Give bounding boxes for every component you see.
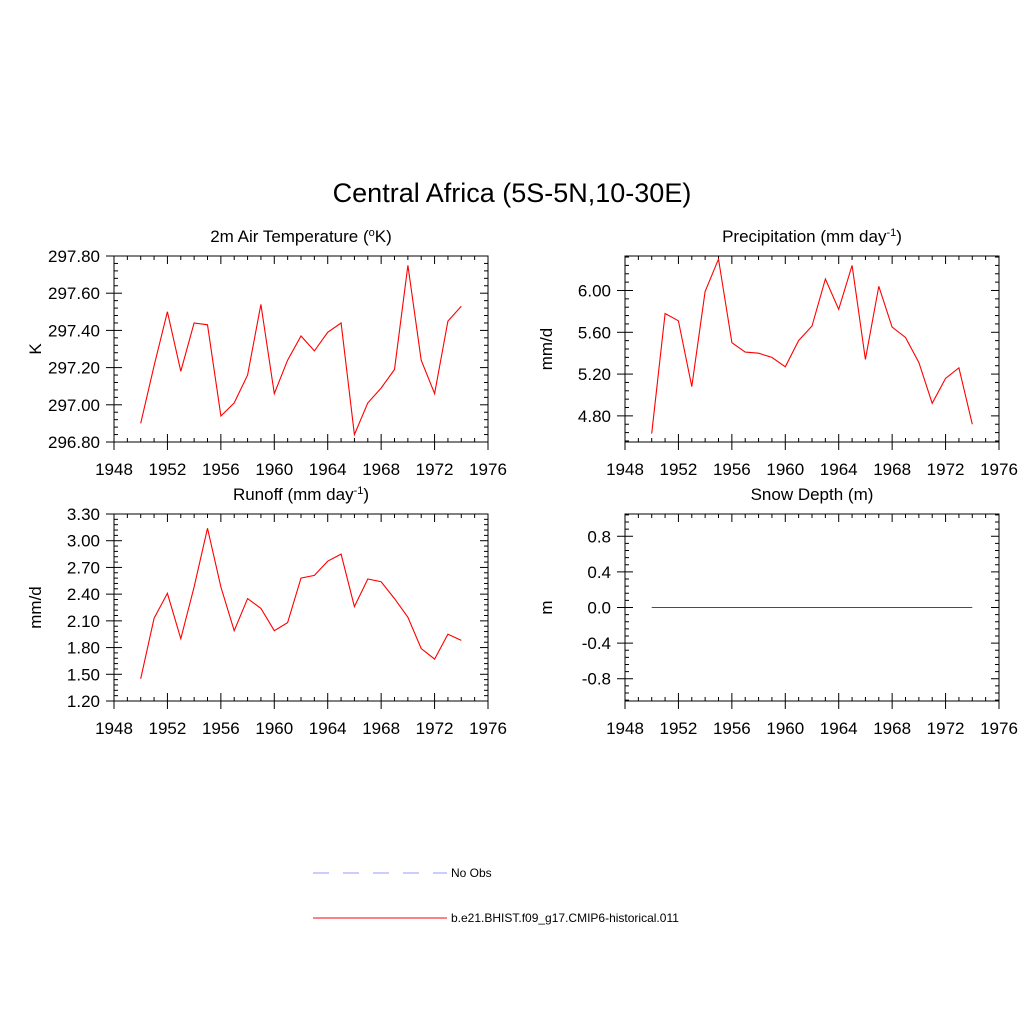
legend: No Obs b.e21.BHIST.f09_g17.CMIP6-historic… bbox=[313, 866, 679, 925]
y-tick-label: 2.40 bbox=[67, 585, 100, 604]
x-tick-label: 1948 bbox=[606, 719, 644, 738]
y-tick-label: 6.00 bbox=[578, 281, 611, 300]
y-tick-label: 297.60 bbox=[48, 284, 100, 303]
x-tick-label: 1964 bbox=[820, 719, 858, 738]
panel-title: Runoff (mm day-1) bbox=[233, 485, 369, 504]
y-tick-label: 3.30 bbox=[67, 505, 100, 524]
x-tick-label: 1968 bbox=[873, 460, 911, 479]
x-tick-label: 1964 bbox=[309, 719, 347, 738]
y-tick-label: 5.20 bbox=[578, 365, 611, 384]
plot-frame bbox=[624, 255, 1000, 443]
x-tick-label: 1960 bbox=[766, 460, 804, 479]
y-tick-label: 0.4 bbox=[587, 563, 611, 582]
y-axis-label: mm/d bbox=[537, 328, 556, 371]
plot-frame bbox=[113, 255, 489, 443]
y-axis-label: m bbox=[537, 600, 556, 614]
x-tick-label: 1956 bbox=[713, 460, 751, 479]
y-tick-label: 4.80 bbox=[578, 407, 611, 426]
x-tick-label: 1972 bbox=[927, 719, 965, 738]
figure-title: Central Africa (5S-5N,10-30E) bbox=[333, 178, 692, 208]
series-line bbox=[140, 265, 462, 437]
panel-title: Precipitation (mm day-1) bbox=[722, 227, 902, 246]
x-tick-label: 1976 bbox=[469, 460, 507, 479]
x-tick-label: 1972 bbox=[416, 460, 454, 479]
x-tick-label: 1972 bbox=[416, 719, 454, 738]
panel-title: 2m Air Temperature (oK) bbox=[210, 227, 392, 246]
x-tick-label: 1964 bbox=[820, 460, 858, 479]
y-tick-label: 297.20 bbox=[48, 359, 100, 378]
x-tick-label: 1976 bbox=[980, 719, 1018, 738]
x-tick-label: 1968 bbox=[873, 719, 911, 738]
x-tick-label: 1948 bbox=[95, 460, 133, 479]
panels-group: 2m Air Temperature (oK) K 1948 1952 1956 1960… bbox=[26, 227, 1018, 738]
y-tick-label: 297.00 bbox=[48, 396, 100, 415]
y-tick-label: -0.4 bbox=[582, 634, 611, 653]
x-tick-label: 1956 bbox=[202, 460, 240, 479]
y-tick-label: 0.8 bbox=[587, 527, 611, 546]
y-tick-label: 0.0 bbox=[587, 599, 611, 618]
x-tick-label: 1952 bbox=[149, 719, 187, 738]
y-tick-label: 2.70 bbox=[67, 558, 100, 577]
panel-temperature: 2m Air Temperature (oK) K 1948 1952 1956 1960… bbox=[26, 227, 507, 479]
x-tick-label: 1976 bbox=[980, 460, 1018, 479]
y-tick-label: 2.10 bbox=[67, 612, 100, 631]
x-tick-label: 1960 bbox=[766, 719, 804, 738]
x-tick-label: 1948 bbox=[95, 719, 133, 738]
x-tick-label: 1960 bbox=[255, 460, 293, 479]
panel-snow-depth: Snow Depth (m) m 1948 1952 1956 1960 1964 1968 1… bbox=[537, 485, 1018, 738]
y-axis-label: mm/d bbox=[26, 586, 45, 629]
y-tick-label: 3.00 bbox=[67, 532, 100, 551]
x-tick-label: 1952 bbox=[660, 460, 698, 479]
legend-label-2: b.e21.BHIST.f09_g17.CMIP6-historical.011 bbox=[451, 911, 679, 925]
x-tick-label: 1968 bbox=[362, 719, 400, 738]
y-tick-label: 5.60 bbox=[578, 323, 611, 342]
y-tick-label: 1.50 bbox=[67, 665, 100, 684]
x-tick-label: 1964 bbox=[309, 460, 347, 479]
y-axis-label: K bbox=[26, 343, 45, 355]
x-tick-label: 1972 bbox=[927, 460, 965, 479]
y-tick-label: 1.80 bbox=[67, 639, 100, 658]
y-tick-label: 297.80 bbox=[48, 247, 100, 266]
x-tick-label: 1952 bbox=[149, 460, 187, 479]
panel-title: Snow Depth (m) bbox=[751, 485, 874, 504]
x-tick-label: 1952 bbox=[660, 719, 698, 738]
x-tick-label: 1948 bbox=[606, 460, 644, 479]
y-tick-label: 297.40 bbox=[48, 321, 100, 340]
x-tick-label: 1968 bbox=[362, 460, 400, 479]
series-line bbox=[651, 257, 973, 434]
y-tick-label: 1.20 bbox=[67, 692, 100, 711]
panel-runoff: Runoff (mm day-1) mm/d 1948 1952 1956 1960 196… bbox=[26, 485, 507, 738]
legend-label-1: No Obs bbox=[451, 866, 492, 880]
series-line bbox=[140, 528, 462, 679]
plot-frame bbox=[113, 513, 489, 702]
x-tick-label: 1960 bbox=[255, 719, 293, 738]
x-tick-label: 1956 bbox=[713, 719, 751, 738]
y-tick-label: -0.8 bbox=[582, 670, 611, 689]
y-tick-label: 296.80 bbox=[48, 433, 100, 452]
panel-precipitation: Precipitation (mm day-1) mm/d 1948 1952 1956… bbox=[537, 227, 1018, 479]
x-tick-label: 1956 bbox=[202, 719, 240, 738]
x-tick-label: 1976 bbox=[469, 719, 507, 738]
